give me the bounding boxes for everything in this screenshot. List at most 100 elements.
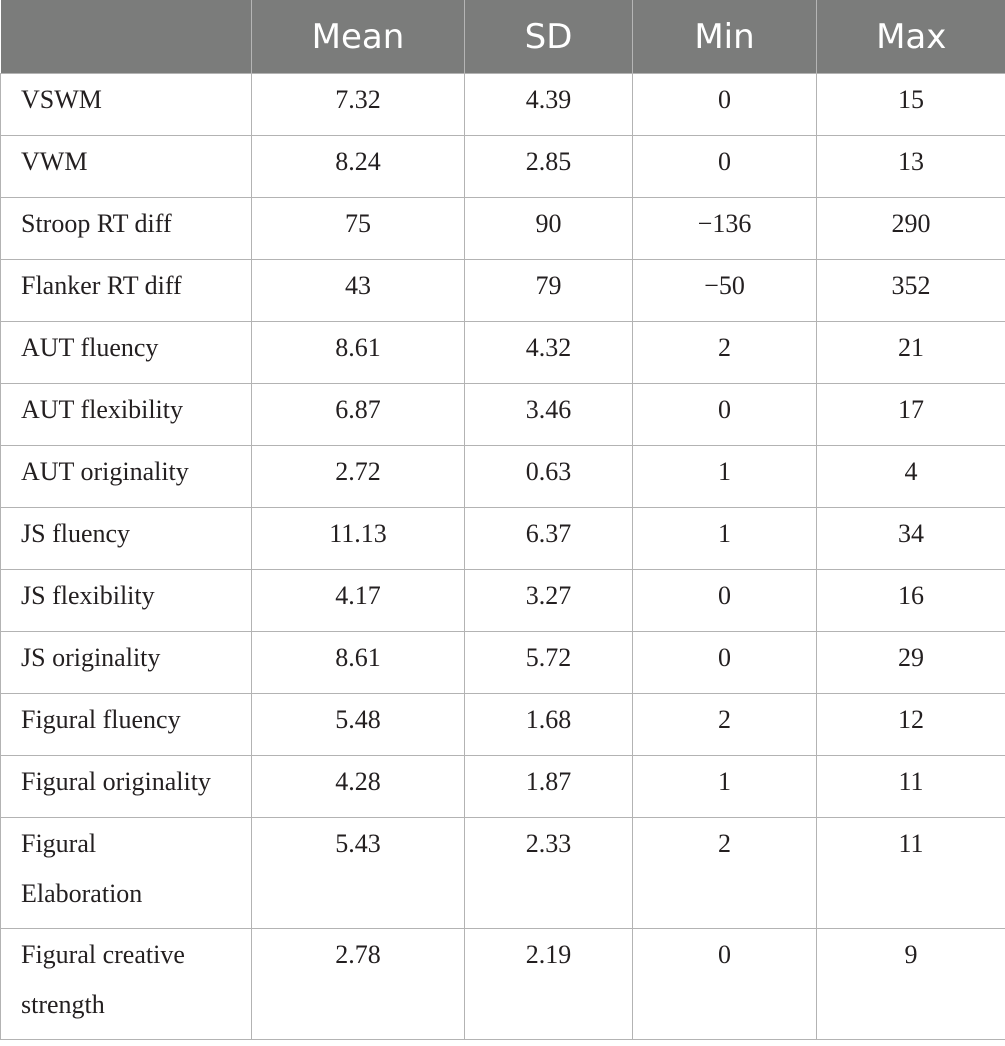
row-label: Stroop RT diff: [21, 209, 172, 238]
table-row: AUT fluency 8.61 4.32 2 21: [0, 321, 1005, 384]
cell-mean: 8.61: [251, 321, 465, 384]
cell-max: 21: [816, 321, 1005, 384]
row-label: Figural originality: [21, 767, 211, 796]
cell-min: 0: [632, 383, 817, 446]
cell-mean: 5.48: [251, 693, 465, 756]
cell-min: 0: [632, 135, 817, 198]
row-label: VSWM: [21, 85, 102, 114]
row-label: AUT flexibility: [21, 395, 184, 424]
cell-value: 8.61: [335, 333, 381, 362]
cell-mean: 43: [251, 259, 465, 322]
cell-value: 16: [898, 581, 924, 610]
cell-value: 9: [904, 940, 918, 969]
cell-max: 34: [816, 507, 1005, 570]
cell-value: 2.85: [525, 147, 572, 176]
cell-min: 1: [632, 755, 817, 818]
cell-mean: 8.61: [251, 631, 465, 694]
table-row: AUT flexibility 6.87 3.46 0 17: [0, 383, 1005, 446]
row-label: VWM: [21, 147, 88, 176]
cell-value: 7.32: [335, 85, 381, 114]
cell-value: 2: [718, 829, 731, 858]
cell-sd: 6.37: [464, 507, 633, 570]
row-label: JS flexibility: [21, 581, 155, 610]
cell-min: 0: [632, 73, 817, 136]
row-label: Figural Elaboration: [21, 829, 143, 908]
row-label: Figural fluency: [21, 705, 181, 734]
cell-sd: 2.85: [464, 135, 633, 198]
cell-value: 11.13: [329, 519, 387, 548]
cell-value: 4.17: [335, 581, 381, 610]
table-row: Figural originality 4.28 1.87 1 11: [0, 755, 1005, 818]
cell-label: AUT originality: [0, 445, 252, 508]
cell-min: 2: [632, 693, 817, 756]
cell-label: Flanker RT diff: [0, 259, 252, 322]
cell-value: 0: [718, 395, 731, 424]
table-row: Stroop RT diff 75 90 −136 290: [0, 197, 1005, 260]
cell-value: 1: [718, 767, 731, 796]
cell-label: Stroop RT diff: [0, 197, 252, 260]
cell-value: 4.39: [525, 85, 572, 114]
cell-value: 2: [718, 705, 731, 734]
cell-sd: 2.33: [464, 817, 633, 929]
cell-min: 2: [632, 817, 817, 929]
cell-value: 0: [718, 643, 731, 672]
table-row: Figural creative strength 2.78 2.19 0 9: [0, 928, 1005, 1040]
cell-mean: 8.24: [251, 135, 465, 198]
cell-label: VWM: [0, 135, 252, 198]
cell-max: 290: [816, 197, 1005, 260]
cell-label: Figural originality: [0, 755, 252, 818]
cell-value: 29: [898, 643, 924, 672]
table-row: Flanker RT diff 43 79 −50 352: [0, 259, 1005, 322]
cell-label: Figural fluency: [0, 693, 252, 756]
cell-value: 6.87: [335, 395, 381, 424]
cell-sd: 2.19: [464, 928, 633, 1040]
cell-max: 352: [816, 259, 1005, 322]
table-row: VSWM 7.32 4.39 0 15: [0, 73, 1005, 136]
cell-value: 0: [718, 940, 731, 969]
cell-label: JS flexibility: [0, 569, 252, 632]
cell-label: JS originality: [0, 631, 252, 694]
header-cell-sd: SD: [464, 0, 633, 74]
cell-max: 29: [816, 631, 1005, 694]
cell-mean: 2.72: [251, 445, 465, 508]
cell-sd: 4.32: [464, 321, 633, 384]
header-cell-max: Max: [816, 0, 1005, 74]
cell-label: JS fluency: [0, 507, 252, 570]
row-label: AUT originality: [21, 457, 189, 486]
cell-value: 0: [718, 85, 731, 114]
cell-min: −50: [632, 259, 817, 322]
cell-sd: 1.68: [464, 693, 633, 756]
cell-value: 2.72: [335, 457, 381, 486]
cell-value: 8.61: [335, 643, 381, 672]
cell-value: 3.27: [525, 581, 572, 610]
cell-mean: 11.13: [251, 507, 465, 570]
cell-value: 8.24: [335, 147, 381, 176]
cell-value: 352: [891, 271, 931, 300]
cell-value: 4.28: [335, 767, 381, 796]
row-label: JS originality: [21, 643, 161, 672]
cell-sd: 3.27: [464, 569, 633, 632]
cell-mean: 7.32: [251, 73, 465, 136]
cell-value: 13: [898, 147, 924, 176]
cell-mean: 6.87: [251, 383, 465, 446]
cell-value: 290: [891, 209, 931, 238]
cell-max: 13: [816, 135, 1005, 198]
cell-value: 0: [718, 147, 731, 176]
cell-value: 90: [535, 209, 562, 238]
table-row: JS flexibility 4.17 3.27 0 16: [0, 569, 1005, 632]
cell-value: 0.63: [525, 457, 572, 486]
cell-value: 2.78: [335, 940, 381, 969]
header-cell-blank: [0, 0, 252, 74]
cell-value: 1: [718, 457, 731, 486]
cell-mean: 4.28: [251, 755, 465, 818]
cell-max: 17: [816, 383, 1005, 446]
cell-value: 21: [898, 333, 924, 362]
row-label: JS fluency: [21, 519, 131, 548]
table-row: Figural fluency 5.48 1.68 2 12: [0, 693, 1005, 756]
cell-value: 17: [898, 395, 924, 424]
cell-value: 12: [898, 705, 924, 734]
cell-label: Figural creative strength: [0, 928, 252, 1040]
cell-value: 2.33: [525, 829, 572, 858]
cell-value: 43: [345, 271, 371, 300]
cell-min: 0: [632, 569, 817, 632]
